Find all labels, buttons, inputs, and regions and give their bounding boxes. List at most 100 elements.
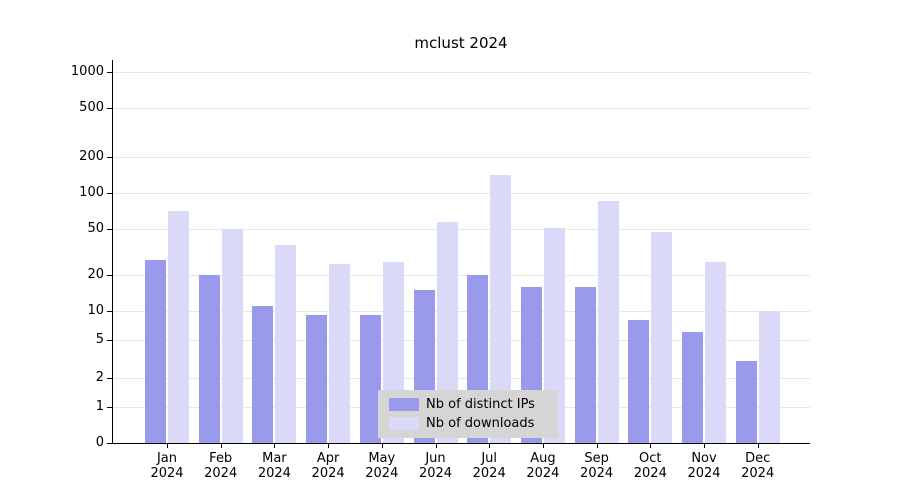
- y-tick-1000: [107, 72, 112, 73]
- y-tick-label-0: 0: [95, 435, 104, 450]
- y-tick-label-100: 100: [79, 185, 104, 200]
- y-tick-2: [107, 378, 112, 380]
- x-tick-label-dec-2024: Dec 2024: [731, 451, 785, 481]
- x-tick-oct-2024: [650, 443, 652, 448]
- bar-nb-of-downloads-feb-2024: [221, 228, 243, 443]
- x-tick-sep-2024: [596, 443, 598, 448]
- bar-nb-of-downloads-jul-2024: [490, 175, 512, 443]
- x-tick-label-nov-2024: Nov 2024: [677, 451, 731, 481]
- x-tick-label-may-2024: May 2024: [355, 451, 409, 481]
- x-tick-label-sep-2024: Sep 2024: [570, 451, 624, 481]
- x-tick-year: 2024: [526, 466, 560, 481]
- x-tick-label-oct-2024: Oct 2024: [623, 451, 677, 481]
- y-tick-100: [107, 193, 112, 194]
- y-tick-label-1000: 1000: [70, 64, 104, 79]
- gridline-y-1000: [112, 72, 810, 73]
- bar-nb-of-distinct-ips-apr-2024: [306, 315, 328, 443]
- x-tick-month: Mar: [262, 451, 287, 466]
- y-tick-label-5: 5: [95, 331, 104, 347]
- gridline-y-5: [112, 339, 810, 341]
- y-tick-5: [107, 339, 112, 341]
- y-tick-500: [107, 108, 112, 110]
- x-tick-month: Feb: [209, 451, 233, 466]
- x-tick-month: Jul: [481, 451, 498, 466]
- bar-nb-of-distinct-ips-sep-2024: [574, 286, 596, 443]
- x-tick-year: 2024: [150, 466, 184, 481]
- x-tick-year: 2024: [204, 466, 238, 481]
- x-tick-month: Jun: [425, 451, 446, 466]
- x-tick-label-jul-2024: Jul 2024: [462, 451, 516, 481]
- x-tick-dec-2024: [757, 443, 759, 448]
- x-tick-label-feb-2024: Feb 2024: [194, 451, 248, 481]
- bar-nb-of-downloads-apr-2024: [329, 264, 351, 443]
- bar-nb-of-distinct-ips-may-2024: [359, 315, 381, 443]
- x-tick-month: Jan: [156, 451, 178, 466]
- x-tick-label-jun-2024: Jun 2024: [409, 451, 463, 481]
- bar-nb-of-downloads-jun-2024: [436, 221, 458, 443]
- x-tick-year: 2024: [311, 466, 345, 481]
- y-tick-0: [107, 443, 112, 444]
- y-tick-label-2: 2: [95, 370, 104, 386]
- gridline-y-10: [112, 311, 810, 312]
- x-tick-label-mar-2024: Mar 2024: [247, 451, 301, 481]
- bar-nb-of-distinct-ips-mar-2024: [252, 306, 274, 443]
- x-tick-label-aug-2024: Aug 2024: [516, 451, 570, 481]
- y-axis-line: [112, 60, 113, 443]
- x-tick-month: Sep: [584, 451, 609, 466]
- bar-nb-of-distinct-ips-jan-2024: [145, 260, 166, 443]
- gridline-y-20: [112, 275, 810, 277]
- x-tick-may-2024: [381, 443, 383, 448]
- x-tick-year: 2024: [472, 466, 506, 481]
- x-tick-month: Dec: [745, 451, 771, 466]
- x-tick-feb-2024: [220, 443, 222, 448]
- x-tick-month: Nov: [691, 451, 717, 466]
- x-tick-apr-2024: [328, 443, 330, 448]
- x-tick-year: 2024: [580, 466, 614, 481]
- y-tick-50: [107, 228, 112, 230]
- x-tick-label-apr-2024: Apr 2024: [301, 451, 355, 481]
- legend: Nb of distinct IPs Nb of downloads: [378, 390, 558, 438]
- x-tick-year: 2024: [633, 466, 667, 481]
- chart-title: mclust 2024: [414, 34, 508, 52]
- x-tick-year: 2024: [257, 466, 291, 481]
- y-tick-label-50: 50: [87, 220, 104, 236]
- legend-item-distinct-ips: Nb of distinct IPs: [378, 397, 558, 412]
- legend-label-distinct-ips: Nb of distinct IPs: [426, 397, 535, 412]
- gridline-y-50: [112, 228, 810, 230]
- legend-label-downloads: Nb of downloads: [426, 416, 535, 431]
- y-tick-label-200: 200: [79, 148, 104, 164]
- y-tick-label-20: 20: [87, 267, 104, 283]
- legend-item-downloads: Nb of downloads: [378, 416, 558, 431]
- x-tick-mar-2024: [274, 443, 276, 448]
- x-tick-year: 2024: [365, 466, 399, 481]
- x-tick-year: 2024: [418, 466, 453, 481]
- bar-nb-of-downloads-mar-2024: [275, 245, 297, 443]
- x-tick-label-jan-2024: Jan 2024: [140, 451, 194, 481]
- x-tick-year: 2024: [741, 466, 775, 481]
- bar-nb-of-downloads-oct-2024: [651, 231, 673, 443]
- x-tick-jun-2024: [435, 443, 437, 448]
- y-tick-10: [107, 311, 112, 312]
- y-tick-20: [107, 275, 112, 277]
- x-tick-month: Apr: [316, 451, 340, 466]
- legend-swatch-downloads: [389, 417, 419, 430]
- x-tick-nov-2024: [704, 443, 705, 448]
- bar-nb-of-distinct-ips-feb-2024: [198, 275, 220, 443]
- x-tick-jan-2024: [167, 443, 168, 448]
- x-tick-month: Oct: [639, 451, 662, 466]
- y-tick-label-10: 10: [87, 303, 104, 318]
- y-tick-1: [107, 407, 112, 408]
- bar-nb-of-downloads-nov-2024: [705, 262, 726, 443]
- y-tick-label-500: 500: [79, 100, 104, 116]
- bar-nb-of-downloads-jan-2024: [168, 211, 189, 443]
- x-tick-month: May: [368, 451, 396, 466]
- bar-nb-of-downloads-aug-2024: [543, 227, 565, 443]
- bar-nb-of-distinct-ips-oct-2024: [628, 320, 650, 443]
- bar-nb-of-downloads-sep-2024: [597, 201, 619, 443]
- bar-nb-of-distinct-ips-dec-2024: [735, 361, 757, 443]
- y-tick-200: [107, 156, 112, 158]
- bar-nb-of-distinct-ips-nov-2024: [682, 332, 703, 443]
- gridline-y-200: [112, 156, 810, 158]
- gridline-y-500: [112, 108, 810, 110]
